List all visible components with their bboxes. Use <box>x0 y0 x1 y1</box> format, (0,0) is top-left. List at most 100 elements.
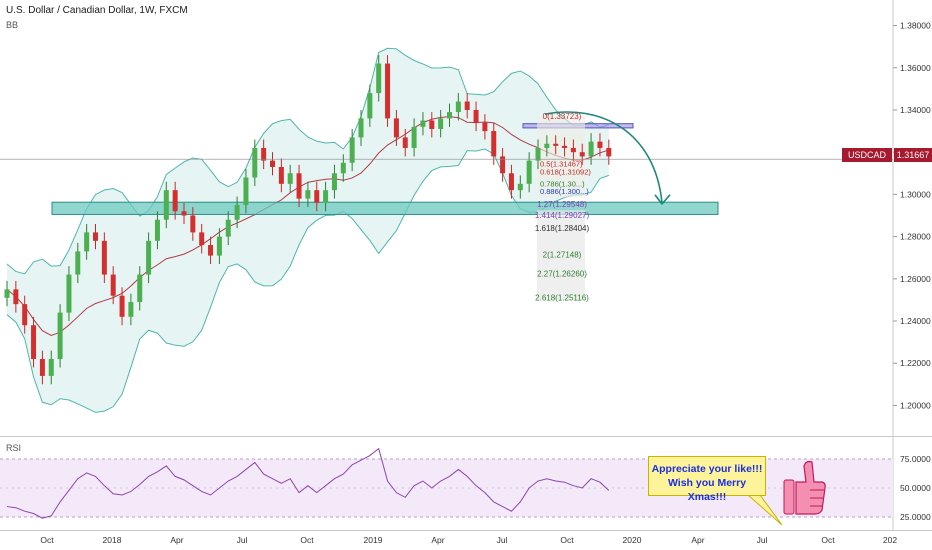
candle-body <box>154 219 160 241</box>
candle-body <box>376 63 382 94</box>
chart-title: U.S. Dollar / Canadian Dollar, 1W, FXCM <box>6 5 188 16</box>
thumbs-up-icon <box>795 460 826 515</box>
bollinger-band-fill <box>7 48 609 413</box>
price-tick-label: 1.24000 <box>900 316 931 326</box>
candle-body <box>455 101 461 113</box>
rsi-line <box>6 447 610 519</box>
rsi-tick-label: 50.0000 <box>900 483 931 493</box>
candle-body <box>420 120 426 127</box>
candle-body <box>190 215 196 233</box>
time-tick-label: Oct <box>560 535 574 545</box>
candle-body <box>48 359 54 376</box>
fib-retracement-label: 0.5(1.31467) <box>540 159 583 168</box>
time-tick-label: 2018 <box>103 535 122 545</box>
price-tick-label: 1.26000 <box>900 274 931 284</box>
time-tick-label: Jul <box>757 535 768 545</box>
fib-retracement-area <box>537 116 585 198</box>
candle-body <box>101 240 107 275</box>
thumbs-up-icon <box>783 479 795 515</box>
price-tick-label: 1.38000 <box>900 21 931 31</box>
rsi-tick-label: 75.0000 <box>900 454 931 464</box>
fib-retracement-label: 0.786(1.30...) <box>540 179 585 188</box>
candle-body <box>544 143 550 148</box>
candle-body <box>199 232 205 246</box>
candle-body <box>305 190 311 199</box>
candle-body <box>225 219 231 237</box>
candle-body <box>163 190 169 220</box>
last-price-value: 1.31667 <box>894 148 932 162</box>
time-tick-label: Jul <box>497 535 508 545</box>
projection-arrowhead <box>654 194 671 206</box>
candle-body <box>526 160 532 184</box>
price-tick-label: 1.34000 <box>900 105 931 115</box>
candle-body <box>349 137 355 163</box>
candle-body <box>508 173 514 191</box>
projection-arrow <box>544 111 663 203</box>
fib-level-label: 2(1.27148) <box>543 251 582 260</box>
candle-body <box>296 173 302 199</box>
candle-body <box>128 302 134 317</box>
candle-body <box>491 131 497 157</box>
candle-body <box>146 240 152 275</box>
price-tick-label: 1.28000 <box>900 232 931 242</box>
candle-body <box>473 109 479 123</box>
note-line-2: Wish you Merry Xmas!!! <box>667 477 747 503</box>
fib-extension-area <box>537 210 585 300</box>
candle-body <box>31 325 37 360</box>
candle-body <box>340 162 346 174</box>
candle-body <box>323 190 329 203</box>
time-tick-label: Oct <box>40 535 54 545</box>
candle-body <box>84 232 90 252</box>
candle-body <box>562 145 568 148</box>
candle-body <box>438 118 444 129</box>
fib-level-label: 1.27(1.29548) <box>537 200 587 209</box>
fib-level-label: 1.414(1.29027) <box>535 211 590 220</box>
time-tick-label: Apr <box>170 535 183 545</box>
last-price-label: USDCAD 4.09% <box>842 148 892 174</box>
time-tick-label: 202 <box>883 535 897 545</box>
candle-body <box>429 120 435 129</box>
candle-body <box>393 118 399 138</box>
candle-body <box>39 359 45 376</box>
candle-body <box>570 147 576 153</box>
candle-body <box>66 274 72 313</box>
time-tick-label: Jul <box>237 535 248 545</box>
candle-body <box>270 160 275 167</box>
candle-body <box>261 147 267 161</box>
candle-body <box>411 126 417 148</box>
time-tick-label: Apr <box>691 535 704 545</box>
candle-body <box>57 312 63 360</box>
candle-body <box>314 190 320 203</box>
candle-body <box>22 304 28 326</box>
price-tick-label: 1.36000 <box>900 63 931 73</box>
fib-level-label: 1.618(1.28404) <box>535 224 590 233</box>
candle-body <box>385 63 391 119</box>
candle-body <box>331 173 337 191</box>
support-zone <box>51 201 719 215</box>
time-tick-label: Oct <box>821 535 835 545</box>
bollinger-upper <box>6 47 609 275</box>
price-tick-label: 1.20000 <box>900 400 931 410</box>
fib-level-label: 0(1.33723) <box>543 112 582 121</box>
candle-body <box>535 147 541 161</box>
price-tick-label: 1.22000 <box>900 358 931 368</box>
time-tick-label: Apr <box>431 535 444 545</box>
rsi-tick-label: 25.0000 <box>900 512 931 522</box>
candle-body <box>119 295 125 317</box>
candle-body <box>172 190 178 212</box>
candle-body <box>597 141 603 148</box>
rsi-indicator-label: RSI <box>6 443 22 453</box>
bollinger-lower <box>6 148 609 413</box>
candle-body <box>358 118 364 138</box>
candle-body <box>447 112 452 119</box>
candle-body <box>482 122 488 132</box>
candle-body <box>234 204 240 220</box>
candle-body <box>243 177 249 205</box>
candle-body <box>402 137 408 148</box>
fib-retracement-label: 0.886(1.300...) <box>540 187 589 196</box>
candle-body <box>75 251 81 275</box>
note-line-1: Appreciate your like!!! <box>651 463 763 475</box>
candle-body <box>500 156 506 174</box>
